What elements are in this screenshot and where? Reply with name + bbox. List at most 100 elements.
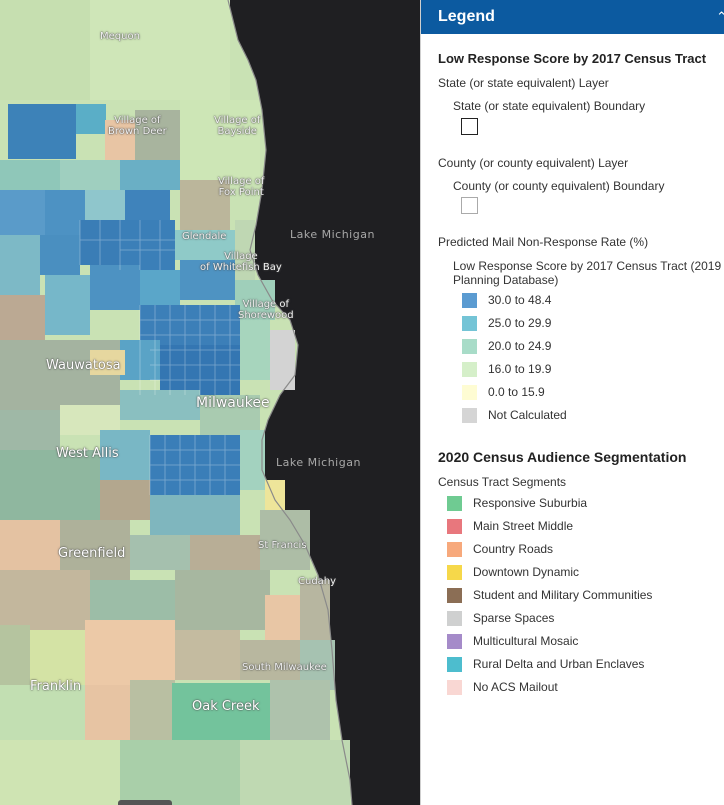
place-label-cudahy: Cudahy <box>298 576 337 587</box>
tract <box>0 520 60 570</box>
tract <box>0 190 45 235</box>
segment-swatch <box>447 657 462 672</box>
place-label-west-allis: West Allis <box>56 446 119 461</box>
tract <box>180 100 260 180</box>
segment-row: Main Street Middle <box>421 517 724 537</box>
segment-row: No ACS Mailout <box>421 678 724 698</box>
tract <box>0 160 60 190</box>
score-class-row: 25.0 to 29.9 <box>421 314 724 334</box>
tract <box>120 740 240 805</box>
tract <box>240 320 270 380</box>
tract <box>265 595 300 640</box>
score-class-swatch <box>462 385 477 400</box>
tract <box>125 190 170 220</box>
tract <box>120 220 175 270</box>
tract <box>180 260 235 300</box>
score-class-label: Not Calculated <box>488 408 567 422</box>
tract <box>235 280 275 320</box>
tract <box>240 740 350 805</box>
tract <box>240 640 300 680</box>
tract-boundaries <box>79 220 240 495</box>
tract <box>85 685 130 745</box>
county-boundary-label: County (or county equivalent) Boundary <box>453 179 665 193</box>
place-label-greenfield: Greenfield <box>58 546 126 561</box>
tract <box>190 535 260 575</box>
segment-swatch <box>447 519 462 534</box>
score-class-swatch <box>462 339 477 354</box>
segments-title: Census Tract Segments <box>438 475 567 489</box>
choropleth-map[interactable] <box>0 0 420 805</box>
place-label-oak-creek: Oak Creek <box>192 699 260 714</box>
segment-label: Responsive Suburbia <box>473 496 588 510</box>
place-label-st-francis: St Francis <box>258 540 307 551</box>
tract <box>0 740 120 805</box>
legend-panel: Legend ⌃ Low Response Score by 2017 Cens… <box>420 0 724 805</box>
place-label-shorewood: Village of Shorewood <box>238 299 294 321</box>
tract <box>140 305 240 345</box>
tract <box>76 104 106 134</box>
tract <box>105 120 135 160</box>
place-label-brown-deer: Village of Brown Deer <box>108 115 167 137</box>
state-layer-label: State (or state equivalent) Layer <box>438 76 609 90</box>
score-class-label: 25.0 to 29.9 <box>488 316 552 330</box>
layer-title-low-response: Low Response Score by 2017 Census Tract <box>438 51 707 66</box>
segment-swatch <box>447 634 462 649</box>
tract <box>0 410 60 450</box>
score-class-label: 16.0 to 19.9 <box>488 362 552 376</box>
score-class-label: 30.0 to 48.4 <box>488 293 552 307</box>
score-class-swatch <box>462 408 477 423</box>
tract <box>175 230 235 260</box>
tract <box>90 350 125 375</box>
state-boundary-swatch <box>461 118 478 135</box>
tract <box>160 345 240 395</box>
score-class-row: 20.0 to 24.9 <box>421 337 724 357</box>
tract <box>60 160 120 190</box>
tract <box>172 683 270 740</box>
place-label-fox-point: Village of Fox Point <box>218 176 265 198</box>
segment-swatch <box>447 496 462 511</box>
segment-label: Sparse Spaces <box>473 611 555 625</box>
tract <box>120 340 160 380</box>
layer-title-segmentation: 2020 Census Audience Segmentation <box>438 449 687 465</box>
state-boundary-label: State (or state equivalent) Boundary <box>453 99 646 113</box>
tract <box>175 570 270 630</box>
county-layer-label: County (or county equivalent) Layer <box>438 156 629 170</box>
rate-title: Predicted Mail Non-Response Rate (%) <box>438 235 649 249</box>
segment-row: Sparse Spaces <box>421 609 724 629</box>
tract <box>40 235 80 275</box>
tract <box>175 630 240 680</box>
score-class-swatch <box>462 362 477 377</box>
county-boundary-swatch <box>461 197 478 214</box>
tract <box>235 220 255 280</box>
tract <box>0 235 40 295</box>
segment-label: No ACS Mailout <box>473 680 558 694</box>
tract <box>120 390 200 420</box>
county-boundary <box>227 0 353 805</box>
tract <box>140 270 180 310</box>
tract <box>270 680 330 740</box>
segment-swatch <box>447 588 462 603</box>
tract <box>130 535 190 570</box>
segment-label: Rural Delta and Urban Enclaves <box>473 657 645 671</box>
map-view[interactable]: Mequon Village of Brown Deer Village of … <box>0 0 420 805</box>
tract <box>0 570 90 630</box>
place-label-mequon: Mequon <box>100 31 140 42</box>
segment-label: Multicultural Mosaic <box>473 634 579 648</box>
tract <box>200 395 260 435</box>
double-chevron-up-icon[interactable]: ⌃ <box>716 9 724 25</box>
score-class-swatch <box>462 316 477 331</box>
score-class-swatch <box>462 293 477 308</box>
place-label-franklin: Franklin <box>30 679 82 694</box>
segment-label: Country Roads <box>473 542 554 556</box>
tract <box>85 620 175 685</box>
lake-label: Lake Michigan <box>290 228 375 241</box>
tract <box>90 580 175 620</box>
map-scroll-handle[interactable] <box>118 800 172 805</box>
tract <box>300 580 330 640</box>
tract <box>0 685 85 740</box>
score-class-row: 30.0 to 48.4 <box>421 291 724 311</box>
segment-swatch <box>447 542 462 557</box>
tract <box>240 430 265 490</box>
tract <box>150 435 240 495</box>
tract <box>0 295 45 340</box>
